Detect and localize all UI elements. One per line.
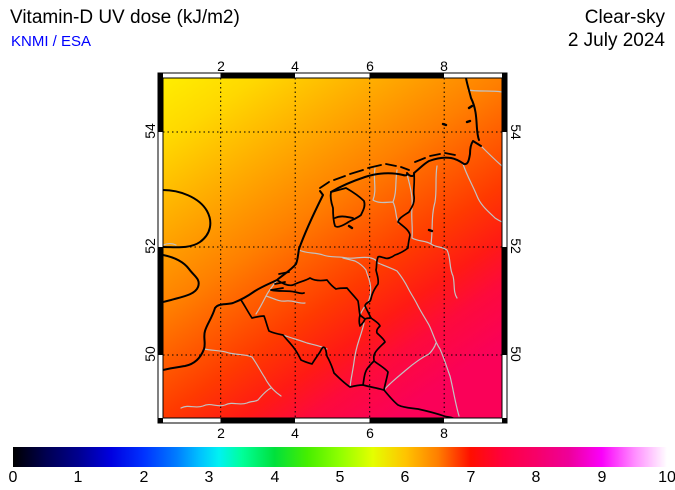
border-layer <box>240 172 454 418</box>
lat-tick-right-52: 52 <box>508 238 524 254</box>
lat-tick-right-50: 50 <box>508 346 524 362</box>
lon-tick-bottom-6: 6 <box>366 425 374 441</box>
colorbar-tick-2: 2 <box>139 469 149 486</box>
lon-tick-top-4: 4 <box>291 58 299 74</box>
coastline-layer <box>163 78 482 371</box>
lon-tick-top-6: 6 <box>366 58 374 74</box>
colorbar-tick-5: 5 <box>335 469 345 486</box>
date-label: 2 July 2024 <box>567 30 665 51</box>
colorbar-tick-3: 3 <box>204 469 214 486</box>
colorbar-tick-10: 10 <box>658 469 675 486</box>
lon-tick-top-8: 8 <box>440 58 448 74</box>
colorbar-tick-8: 8 <box>531 469 541 486</box>
lat-tick-right-54: 54 <box>508 124 524 140</box>
condition-label: Clear-sky <box>584 7 665 28</box>
organization-credit: KNMI / ESA <box>11 33 92 50</box>
colorbar-tick-9: 9 <box>597 469 607 486</box>
colorbar-tick-0: 0 <box>8 469 18 486</box>
colorbar-tick-7: 7 <box>466 469 476 486</box>
lon-tick-bottom-8: 8 <box>440 425 448 441</box>
colorbar-tick-4: 4 <box>270 469 280 486</box>
map-canvas <box>157 72 508 424</box>
lon-tick-top-2: 2 <box>217 58 225 74</box>
lon-tick-bottom-4: 4 <box>291 425 299 441</box>
map-frame <box>157 72 508 424</box>
colorbar-tick-1: 1 <box>73 469 83 486</box>
lon-tick-bottom-2: 2 <box>217 425 225 441</box>
page-title: Vitamin-D UV dose (kJ/m2) <box>10 7 240 28</box>
uv-dose-field-layer <box>163 78 502 418</box>
colorbar-tick-6: 6 <box>400 469 410 486</box>
colorbar-gradient <box>13 447 667 467</box>
